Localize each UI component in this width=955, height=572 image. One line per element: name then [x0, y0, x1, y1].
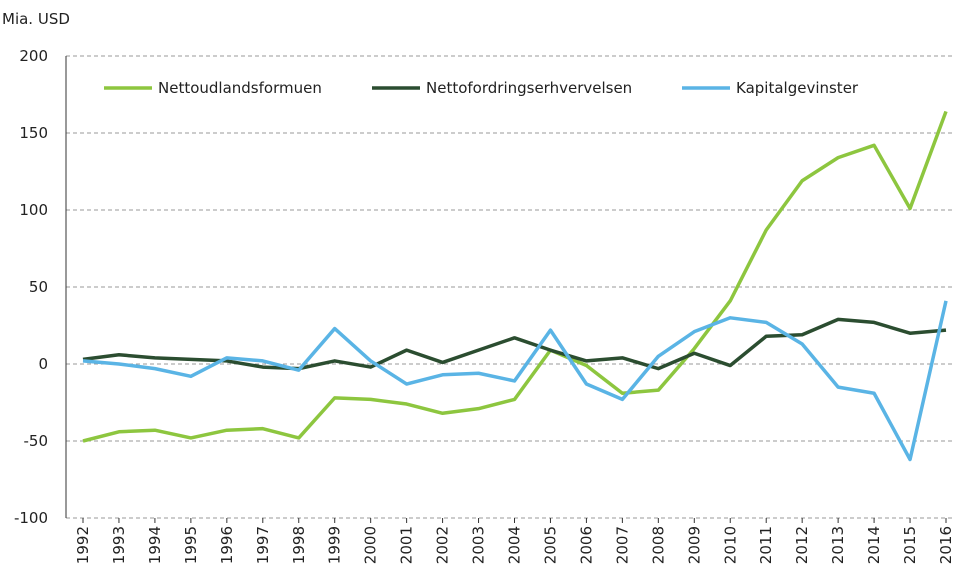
x-tick-label: 2001 — [398, 526, 416, 564]
legend-label: Nettofordringserhvervelsen — [426, 79, 632, 97]
y-tick-label: 150 — [19, 124, 48, 142]
y-tick-label: -100 — [14, 509, 48, 527]
y-tick-label: 50 — [29, 278, 48, 296]
x-tick-label: 1996 — [218, 526, 236, 564]
x-tick-label: 1998 — [290, 526, 308, 564]
x-tick-label: 2012 — [793, 526, 811, 564]
legend-label: Kapitalgevinster — [736, 79, 859, 97]
y-tick-label: 100 — [19, 201, 48, 219]
y-tick-label: 0 — [38, 355, 48, 373]
x-tick-label: 2011 — [757, 526, 775, 564]
x-tick-label: 2006 — [577, 526, 595, 564]
x-tick-label: 1995 — [182, 526, 200, 564]
y-axis-label: Mia. USD — [2, 10, 70, 28]
series-line — [82, 110, 948, 443]
x-tick-label: 2008 — [649, 526, 667, 564]
x-tick-label: 2002 — [434, 526, 452, 564]
x-tick-label: 1993 — [110, 526, 128, 564]
x-tick-label: 2009 — [685, 526, 703, 564]
x-tick-label: 2007 — [613, 526, 631, 564]
legend-label: Nettoudlandsformuen — [158, 79, 322, 97]
x-tick-label: 1992 — [74, 526, 92, 564]
x-tick-label: 2003 — [470, 526, 488, 564]
y-tick-label: 200 — [19, 47, 48, 65]
x-tick-label: 1997 — [254, 526, 272, 564]
x-tick-label: 2010 — [721, 526, 739, 564]
x-tick-label: 2013 — [829, 526, 847, 564]
x-tick-label: 1994 — [146, 526, 164, 564]
x-tick-label: 2005 — [541, 526, 559, 564]
x-tick-label: 2000 — [362, 526, 380, 564]
x-tick-label: 2004 — [506, 526, 524, 564]
x-tick-label: 2015 — [901, 526, 919, 564]
x-tick-label: 2016 — [937, 526, 955, 564]
series-line — [82, 300, 948, 462]
y-tick-label: -50 — [24, 432, 49, 450]
x-tick-label: 2014 — [865, 526, 883, 564]
x-tick-label: 1999 — [326, 526, 344, 564]
series-line — [82, 317, 947, 371]
